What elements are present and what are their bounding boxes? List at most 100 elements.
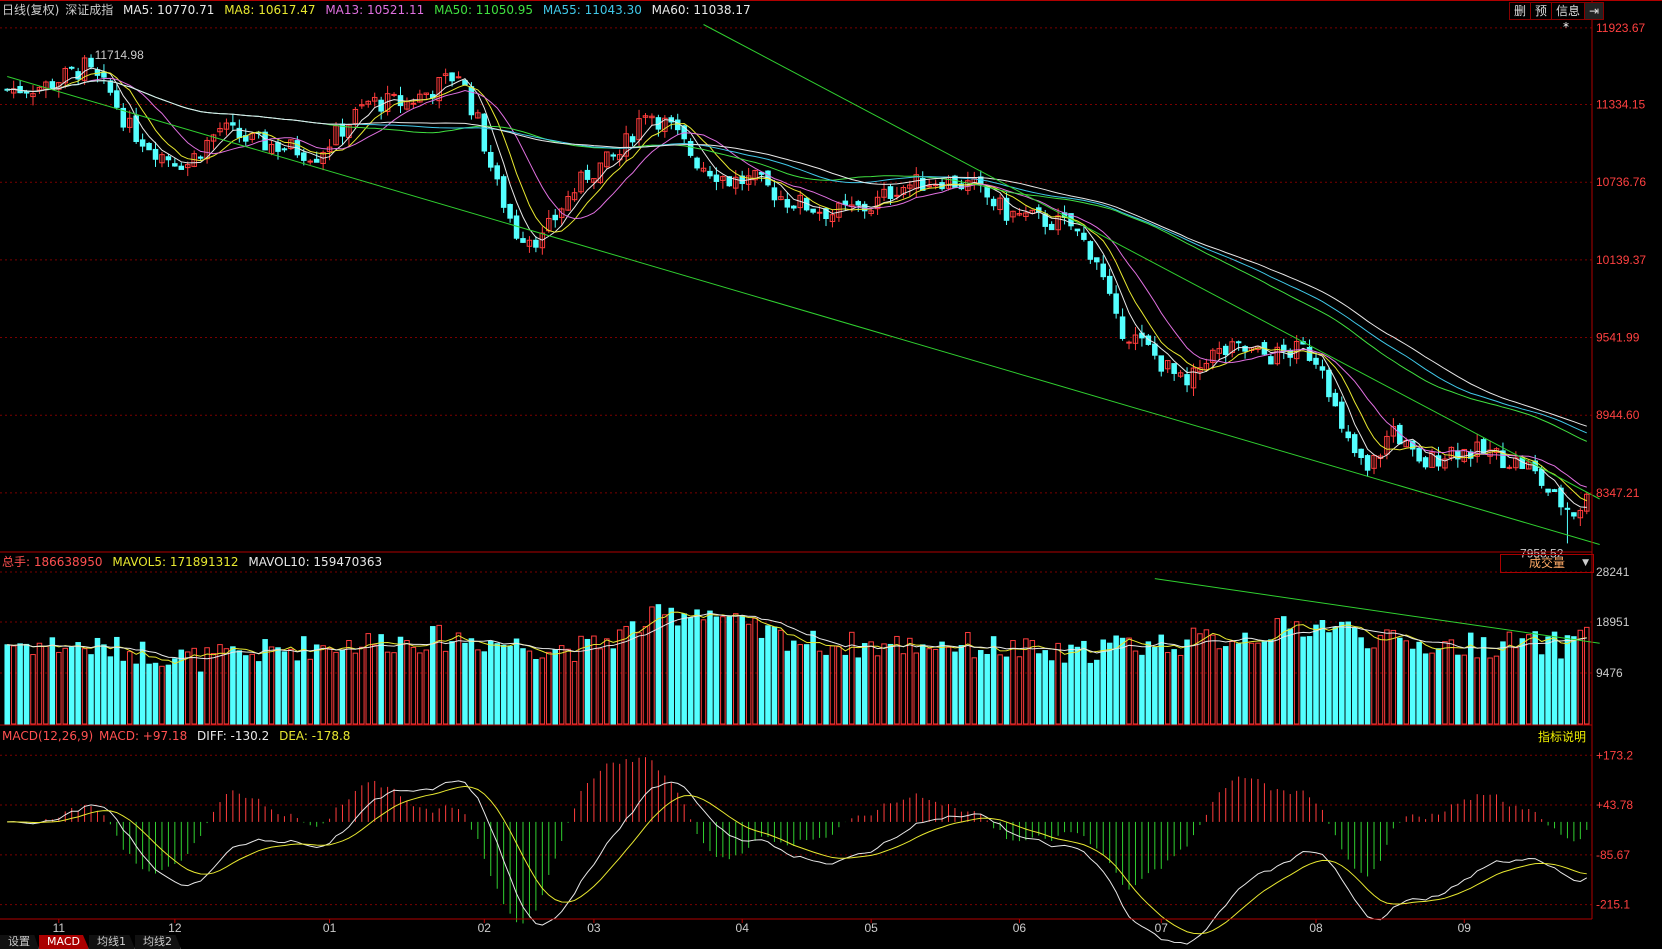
volume-bar	[178, 649, 185, 725]
candle-body	[984, 185, 990, 198]
candle-body	[584, 169, 591, 180]
candle-body	[455, 76, 462, 79]
volume-bar	[75, 642, 81, 725]
volume-bar	[133, 663, 139, 725]
volume-bar	[900, 653, 907, 725]
volume-bar	[320, 645, 326, 725]
candle-body	[1429, 451, 1435, 468]
forecast-button[interactable]: 预	[1531, 3, 1553, 19]
ma-line-ma55	[7, 80, 1587, 434]
volume-bar	[191, 647, 197, 725]
candle-body	[1003, 197, 1010, 221]
volume-bar	[507, 646, 513, 725]
volume-bar	[765, 625, 771, 725]
volume-bar	[1409, 648, 1416, 725]
volume-bar	[56, 651, 62, 725]
candle-body	[1545, 488, 1551, 493]
ma55-label: MA55: 11043.30	[542, 3, 642, 17]
tab-ma1[interactable]: 均线1	[88, 935, 135, 949]
volume-bar	[526, 650, 533, 725]
volume-bar	[1390, 629, 1397, 725]
volume-bar	[849, 631, 855, 725]
tab-ma2[interactable]: 均线2	[134, 935, 181, 949]
volume-bar	[378, 634, 384, 725]
volume-bar	[810, 630, 816, 725]
tab-macd[interactable]: MACD	[39, 935, 89, 949]
volume-bar	[726, 616, 733, 725]
candle-body	[268, 143, 275, 155]
candle-body	[1094, 257, 1100, 263]
volume-bar	[1500, 641, 1506, 725]
volume-bar	[778, 629, 784, 725]
candle-body	[739, 175, 745, 185]
volume-bar	[1332, 626, 1339, 725]
candle-body	[423, 92, 430, 96]
candle-body	[1435, 455, 1442, 467]
volume-bar	[584, 638, 591, 725]
volume-bar	[62, 647, 69, 725]
volume-bar	[546, 651, 552, 725]
candle-body	[36, 86, 43, 91]
candle-body	[694, 157, 700, 169]
volume-bar	[1087, 662, 1094, 725]
volume-bar	[1010, 640, 1016, 725]
candle-body	[313, 158, 320, 163]
price-header: 日线(复权) 深证成指 MA5: 10770.71 MA8: 10617.47 …	[2, 3, 757, 17]
volume-bar	[1145, 641, 1152, 725]
candle-body	[958, 183, 965, 190]
volume-bar	[43, 645, 49, 725]
volume-bar	[1287, 628, 1293, 725]
dea-line	[7, 785, 1587, 935]
volume-bar	[1197, 633, 1203, 725]
volume-bar	[1467, 632, 1474, 725]
volume-bar	[475, 649, 481, 725]
candle-body	[1506, 466, 1513, 469]
candle-body	[655, 117, 662, 130]
volume-bar	[1293, 621, 1300, 725]
volume-bar	[49, 637, 56, 725]
volume-bar	[990, 636, 997, 725]
tab-settings[interactable]: 设置	[0, 935, 39, 949]
volume-bar	[926, 648, 932, 725]
volume-bar	[288, 648, 294, 725]
volume-bar	[423, 649, 430, 725]
candle-body	[1345, 431, 1351, 439]
ma-line-ma8	[7, 71, 1587, 502]
volume-bar	[159, 665, 165, 725]
x-tick-label: 01	[323, 921, 337, 935]
volume-bar	[1435, 648, 1442, 725]
candle-body	[1100, 263, 1106, 278]
volume-bar	[791, 640, 797, 725]
volume-bar	[732, 613, 739, 725]
candle-body	[217, 128, 223, 133]
candle-body	[442, 73, 449, 77]
volume-bar	[88, 654, 94, 725]
volume-indicator-select[interactable]: 成交量 ▼	[1500, 554, 1594, 573]
candle-body	[1184, 374, 1190, 386]
volume-bar	[384, 651, 391, 725]
candle-body	[771, 187, 778, 201]
candle-body	[868, 210, 874, 215]
volume-bar	[784, 650, 791, 725]
volume-bar	[1106, 642, 1113, 725]
mavol5-label: MAVOL5: 171891312	[112, 555, 239, 569]
volume-bar	[1532, 631, 1538, 725]
volume-bar	[165, 664, 172, 725]
volume-bar	[1461, 654, 1468, 725]
price-tick-label: 11923.67	[1596, 21, 1645, 35]
candle-body	[1306, 346, 1313, 361]
exit-arrow-icon[interactable]: ⇥	[1585, 3, 1604, 19]
candle-body	[1584, 493, 1590, 512]
volume-bar	[861, 643, 868, 725]
delete-button[interactable]: 删	[1510, 3, 1532, 19]
mavol10-label: MAVOL10: 159470363	[248, 555, 383, 569]
volume-bar	[1455, 654, 1461, 725]
volume-bar	[874, 655, 881, 725]
candle-body	[1164, 360, 1171, 370]
candle-body	[919, 177, 926, 191]
info-button[interactable]: 信息	[1552, 3, 1586, 19]
volume-bar	[1235, 643, 1242, 725]
x-tick-label: 02	[478, 921, 492, 935]
indicator-help-button[interactable]: 指标说明	[1538, 730, 1587, 744]
